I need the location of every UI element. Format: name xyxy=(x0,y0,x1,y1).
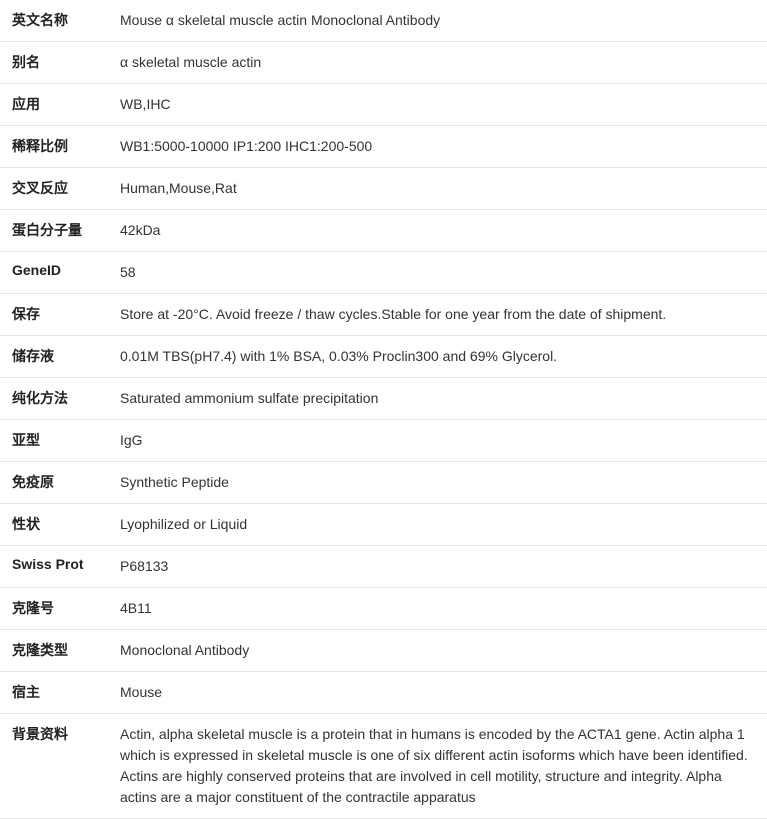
spec-label: 性状 xyxy=(12,514,120,534)
spec-label: 克隆类型 xyxy=(12,640,120,660)
spec-row: 蛋白分子量42kDa xyxy=(0,210,767,252)
spec-value: α skeletal muscle actin xyxy=(120,52,755,73)
spec-row: 宿主Mouse xyxy=(0,672,767,714)
spec-label: GeneID xyxy=(12,262,120,278)
spec-row: GeneID58 xyxy=(0,252,767,294)
spec-label: Swiss Prot xyxy=(12,556,120,572)
spec-label: 纯化方法 xyxy=(12,388,120,408)
spec-value: 42kDa xyxy=(120,220,755,241)
spec-row: 免疫原Synthetic Peptide xyxy=(0,462,767,504)
spec-row: 交叉反应Human,Mouse,Rat xyxy=(0,168,767,210)
spec-label: 背景资料 xyxy=(12,724,120,744)
spec-value: Saturated ammonium sulfate precipitation xyxy=(120,388,755,409)
spec-value: 4B11 xyxy=(120,598,755,619)
spec-row: 纯化方法Saturated ammonium sulfate precipita… xyxy=(0,378,767,420)
spec-label: 免疫原 xyxy=(12,472,120,492)
spec-row: 稀释比例WB1:5000-10000 IP1:200 IHC1:200-500 xyxy=(0,126,767,168)
spec-label: 蛋白分子量 xyxy=(12,220,120,240)
spec-value: P68133 xyxy=(120,556,755,577)
spec-value: Human,Mouse,Rat xyxy=(120,178,755,199)
spec-value: Synthetic Peptide xyxy=(120,472,755,493)
spec-value: WB,IHC xyxy=(120,94,755,115)
spec-row: Swiss ProtP68133 xyxy=(0,546,767,588)
spec-label: 稀释比例 xyxy=(12,136,120,156)
spec-label: 英文名称 xyxy=(12,10,120,30)
spec-value: Mouse xyxy=(120,682,755,703)
spec-row: 储存液0.01M TBS(pH7.4) with 1% BSA, 0.03% P… xyxy=(0,336,767,378)
spec-row: 英文名称Mouse α skeletal muscle actin Monocl… xyxy=(0,0,767,42)
spec-label: 保存 xyxy=(12,304,120,324)
spec-value: Mouse α skeletal muscle actin Monoclonal… xyxy=(120,10,755,31)
spec-value: 58 xyxy=(120,262,755,283)
spec-label: 宿主 xyxy=(12,682,120,702)
spec-row: 亚型IgG xyxy=(0,420,767,462)
spec-label: 别名 xyxy=(12,52,120,72)
spec-row: 应用WB,IHC xyxy=(0,84,767,126)
spec-value: Store at -20°C. Avoid freeze / thaw cycl… xyxy=(120,304,755,325)
spec-value: Monoclonal Antibody xyxy=(120,640,755,661)
spec-row: 克隆类型Monoclonal Antibody xyxy=(0,630,767,672)
spec-row: 背景资料Actin, alpha skeletal muscle is a pr… xyxy=(0,714,767,819)
spec-table: 英文名称Mouse α skeletal muscle actin Monocl… xyxy=(0,0,767,819)
spec-label: 亚型 xyxy=(12,430,120,450)
spec-value: Lyophilized or Liquid xyxy=(120,514,755,535)
spec-value: IgG xyxy=(120,430,755,451)
spec-value: 0.01M TBS(pH7.4) with 1% BSA, 0.03% Proc… xyxy=(120,346,755,367)
spec-row: 性状Lyophilized or Liquid xyxy=(0,504,767,546)
spec-label: 储存液 xyxy=(12,346,120,366)
spec-label: 克隆号 xyxy=(12,598,120,618)
spec-row: 别名α skeletal muscle actin xyxy=(0,42,767,84)
spec-value: WB1:5000-10000 IP1:200 IHC1:200-500 xyxy=(120,136,755,157)
spec-row: 克隆号4B11 xyxy=(0,588,767,630)
spec-value: Actin, alpha skeletal muscle is a protei… xyxy=(120,724,755,808)
spec-label: 应用 xyxy=(12,94,120,114)
spec-row: 保存Store at -20°C. Avoid freeze / thaw cy… xyxy=(0,294,767,336)
spec-label: 交叉反应 xyxy=(12,178,120,198)
